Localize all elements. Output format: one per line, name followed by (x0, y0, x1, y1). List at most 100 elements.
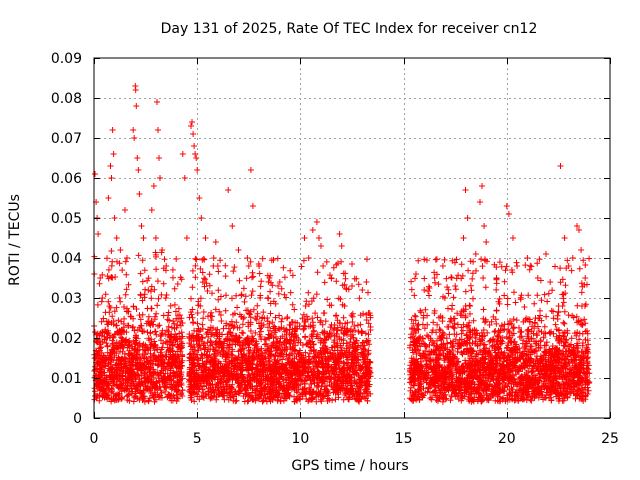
data-point (292, 376, 298, 383)
data-point (247, 383, 254, 389)
data-point (108, 398, 115, 405)
data-point (157, 370, 164, 377)
data-point (348, 385, 355, 392)
data-point (356, 295, 363, 302)
data-point (326, 379, 333, 386)
data-point (286, 392, 293, 399)
data-point (96, 368, 103, 375)
data-point (100, 393, 107, 400)
data-point (194, 341, 201, 348)
data-point (546, 329, 553, 336)
data-point (203, 358, 210, 364)
data-point (233, 292, 240, 299)
data-point (97, 341, 104, 348)
data-point (257, 325, 263, 332)
data-point (208, 374, 215, 381)
data-point (275, 370, 282, 376)
data-point (243, 391, 250, 398)
data-point (254, 310, 261, 317)
data-point (102, 309, 109, 316)
data-point (307, 339, 314, 346)
data-point (340, 331, 347, 337)
data-point (309, 396, 316, 403)
data-point (331, 359, 338, 366)
data-point (189, 366, 196, 373)
data-point (310, 328, 317, 335)
data-point (276, 381, 282, 388)
data-point (140, 395, 147, 402)
data-point (105, 266, 112, 273)
data-point (252, 329, 259, 336)
data-point (334, 386, 341, 392)
data-point (207, 324, 214, 331)
data-point (109, 365, 116, 372)
data-point (585, 341, 592, 348)
data-point (342, 320, 349, 327)
data-point (291, 306, 298, 313)
data-point (156, 322, 163, 329)
data-point (230, 311, 236, 318)
data-point (111, 331, 118, 338)
data-point (229, 348, 236, 355)
data-point (241, 298, 248, 305)
data-point (210, 332, 217, 339)
data-point (200, 309, 207, 315)
data-point (346, 344, 353, 351)
data-point (207, 381, 214, 388)
data-point (235, 348, 242, 355)
data-point (174, 395, 181, 401)
data-point (343, 286, 350, 293)
data-point (239, 339, 246, 346)
data-point (283, 294, 290, 301)
data-point (149, 360, 156, 367)
data-point (331, 370, 337, 376)
data-point (528, 397, 535, 404)
data-point (232, 398, 239, 405)
data-point (266, 395, 273, 402)
data-point (172, 308, 179, 315)
data-point (124, 397, 131, 403)
data-point (303, 341, 310, 348)
data-point (171, 301, 178, 308)
data-point (237, 374, 244, 381)
data-point (357, 379, 364, 386)
data-point (350, 345, 357, 352)
data-point (339, 282, 346, 289)
data-point (249, 352, 256, 359)
data-point (311, 346, 318, 353)
data-point (145, 313, 152, 320)
data-point (204, 377, 211, 384)
data-point (186, 314, 193, 321)
data-point (222, 351, 229, 358)
data-point (319, 321, 326, 328)
data-point (223, 377, 230, 383)
data-point (349, 319, 356, 325)
data-point (425, 333, 432, 340)
data-point (151, 398, 158, 405)
data-point (277, 335, 284, 342)
data-point (217, 351, 224, 358)
data-point (152, 328, 159, 335)
data-point (197, 295, 204, 302)
data-point (294, 371, 301, 378)
data-point (342, 275, 349, 282)
data-point (157, 333, 164, 340)
data-point (102, 326, 109, 333)
data-point (325, 355, 332, 361)
data-point (270, 382, 276, 389)
data-point (130, 303, 137, 310)
data-point (308, 333, 315, 339)
data-point (343, 329, 350, 336)
data-point (241, 352, 248, 359)
data-point (217, 257, 224, 264)
data-point (140, 387, 147, 394)
data-point (158, 390, 165, 396)
data-point (173, 256, 180, 262)
data-point (189, 284, 196, 291)
data-point (303, 313, 310, 320)
data-point (142, 351, 148, 358)
data-point (213, 338, 220, 345)
data-point (219, 363, 226, 370)
data-point (279, 366, 286, 372)
data-point (130, 315, 137, 322)
